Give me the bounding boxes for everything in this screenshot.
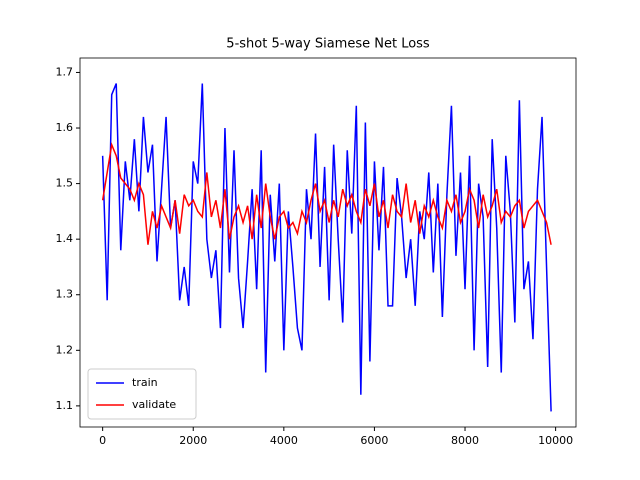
y-tick-label: 1.3 bbox=[56, 288, 74, 301]
series-line bbox=[101, 83, 552, 412]
x-tick-label: 10000 bbox=[538, 434, 573, 447]
x-tick-label: 8000 bbox=[451, 434, 479, 447]
legend-box bbox=[87, 368, 197, 420]
legend-label: train bbox=[132, 376, 158, 389]
y-tick-label: 1.2 bbox=[56, 343, 74, 356]
chart-title: 5-shot 5-way Siamese Net Loss bbox=[226, 37, 430, 52]
y-tick-label: 1.4 bbox=[56, 232, 74, 245]
legend-label: validate bbox=[132, 398, 176, 411]
x-tick-label: 4000 bbox=[270, 434, 298, 447]
y-tick-label: 1.5 bbox=[56, 177, 74, 190]
y-tick-label: 1.7 bbox=[56, 65, 74, 78]
y-tick-label: 1.6 bbox=[56, 121, 74, 134]
x-tick-label: 2000 bbox=[179, 434, 207, 447]
x-tick-label: 0 bbox=[99, 434, 106, 447]
plot-frame bbox=[79, 57, 577, 428]
y-tick-label: 1.1 bbox=[56, 399, 74, 412]
series-line bbox=[101, 141, 552, 245]
x-tick-label: 6000 bbox=[360, 434, 388, 447]
